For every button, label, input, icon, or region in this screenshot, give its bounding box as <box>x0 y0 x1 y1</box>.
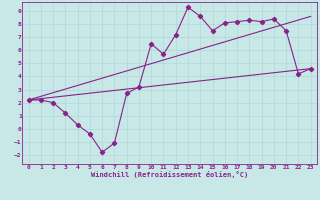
X-axis label: Windchill (Refroidissement éolien,°C): Windchill (Refroidissement éolien,°C) <box>91 171 248 178</box>
